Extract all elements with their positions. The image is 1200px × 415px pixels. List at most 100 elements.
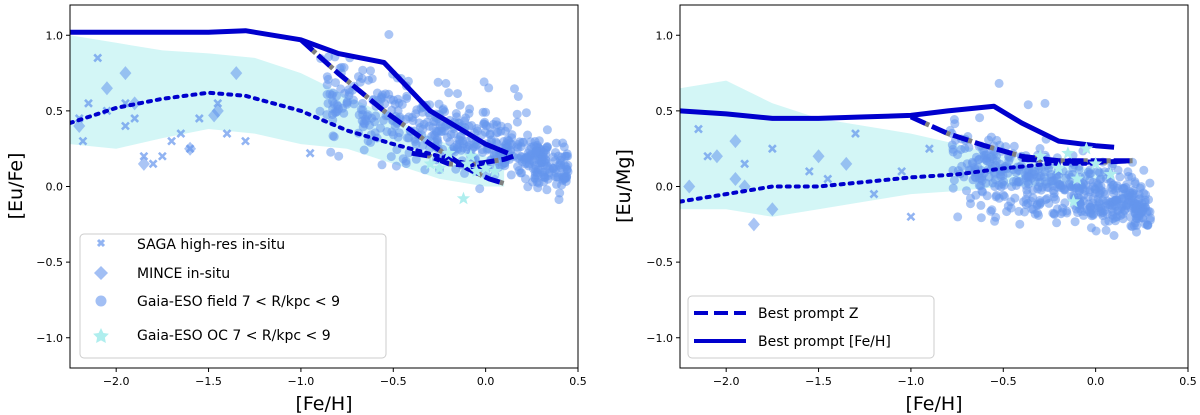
y-tick-label: 1.0: [46, 29, 64, 42]
data-point: [1125, 187, 1135, 197]
data-point: [324, 52, 334, 62]
data-point: [966, 199, 975, 209]
x-tick-label: −1.5: [195, 375, 222, 388]
data-point: [1126, 221, 1136, 231]
data-point: [559, 142, 569, 152]
saga-point: [703, 151, 713, 161]
data-point: [367, 74, 377, 84]
line-best-z: [299, 37, 505, 186]
saga-point: [93, 53, 103, 63]
mince-point: [73, 119, 86, 133]
data-point: [523, 130, 533, 140]
data-point: [1137, 207, 1147, 217]
data-point: [540, 173, 550, 183]
data-point: [506, 170, 516, 180]
data-point: [542, 125, 552, 135]
legend: SAGA high-res in-situ MINCE in-situ Gaia…: [79, 233, 387, 359]
data-point: [1104, 216, 1114, 226]
data-point: [1003, 201, 1013, 211]
data-point: [388, 130, 398, 140]
data-point: [414, 118, 424, 128]
legend-label: SAGA high-res in-situ: [137, 237, 285, 253]
oc-star-point: [1103, 167, 1118, 181]
mince-point: [230, 66, 243, 81]
y-tick-label: 0.0: [46, 181, 64, 194]
data-point: [491, 137, 501, 147]
y-tick-label: 0.5: [656, 105, 674, 118]
data-point: [432, 135, 442, 145]
saga-point: [924, 144, 934, 154]
line-best-z-gap: [411, 150, 515, 168]
data-point: [342, 96, 352, 106]
data-point: [391, 161, 401, 171]
data-point: [557, 152, 567, 162]
data-point: [329, 132, 339, 142]
saga-point: [213, 98, 223, 108]
data-point: [971, 173, 981, 183]
legend-entry-mince: MINCE in-situ: [94, 266, 230, 282]
data-point: [1021, 172, 1031, 182]
data-point: [555, 188, 565, 198]
data-point: [390, 121, 400, 131]
data-point: [332, 100, 342, 110]
data-point: [492, 128, 502, 138]
oc-star-point: [432, 161, 447, 174]
data-point: [366, 66, 375, 76]
data-point: [462, 136, 472, 146]
data-point: [1044, 163, 1054, 173]
data-point: [953, 212, 963, 222]
data-point: [1066, 172, 1076, 182]
oc-star-point: [423, 156, 437, 170]
data-point: [1022, 189, 1032, 199]
data-point: [1134, 195, 1144, 205]
saga-point: [84, 98, 93, 108]
data-point: [471, 141, 481, 151]
data-point: [515, 137, 525, 147]
data-point: [358, 65, 368, 75]
line-model-dotted: [70, 90, 488, 171]
oc-star-point: [1033, 149, 1047, 162]
y-tick-label: 0.5: [46, 105, 64, 118]
data-point: [397, 99, 407, 109]
data-point: [976, 200, 986, 210]
data-point: [559, 167, 569, 177]
data-point: [531, 146, 541, 156]
data-point: [361, 116, 371, 126]
oc-star-point: [1079, 141, 1094, 155]
data-point: [550, 172, 560, 181]
data-point: [1118, 190, 1128, 200]
data-point: [1109, 231, 1119, 240]
data-point: [997, 179, 1007, 189]
saga-point: [157, 151, 167, 161]
data-point: [1083, 192, 1093, 202]
data-point: [561, 177, 571, 186]
data-point: [1014, 206, 1024, 216]
mince-point: [840, 156, 853, 171]
data-point: [1011, 181, 1021, 190]
mince-point: [119, 66, 132, 81]
mince-point: [683, 179, 696, 194]
data-point: [1062, 206, 1072, 216]
data-point: [384, 30, 394, 39]
line-best-z-gap: [909, 114, 1133, 165]
data-point: [554, 195, 564, 205]
data-point: [465, 104, 475, 114]
data-point: [949, 115, 959, 124]
data-point: [998, 171, 1008, 181]
star-marker-icon: [93, 328, 109, 343]
data-point: [1070, 217, 1080, 227]
mince-point: [747, 217, 760, 232]
data-point: [407, 113, 417, 122]
data-point: [1048, 186, 1058, 196]
saga-point: [897, 166, 907, 176]
data-point: [513, 153, 523, 163]
mince-point: [812, 149, 825, 164]
data-point: [1035, 198, 1045, 207]
data-point: [315, 106, 325, 116]
x-axis-label: [Fe/H]: [905, 393, 962, 415]
legend-entry-best-z: Best prompt Z: [694, 306, 858, 322]
data-point: [552, 179, 561, 189]
data-point: [512, 117, 522, 127]
x-tick-label: 0.0: [477, 375, 495, 388]
data-point: [1030, 209, 1040, 219]
